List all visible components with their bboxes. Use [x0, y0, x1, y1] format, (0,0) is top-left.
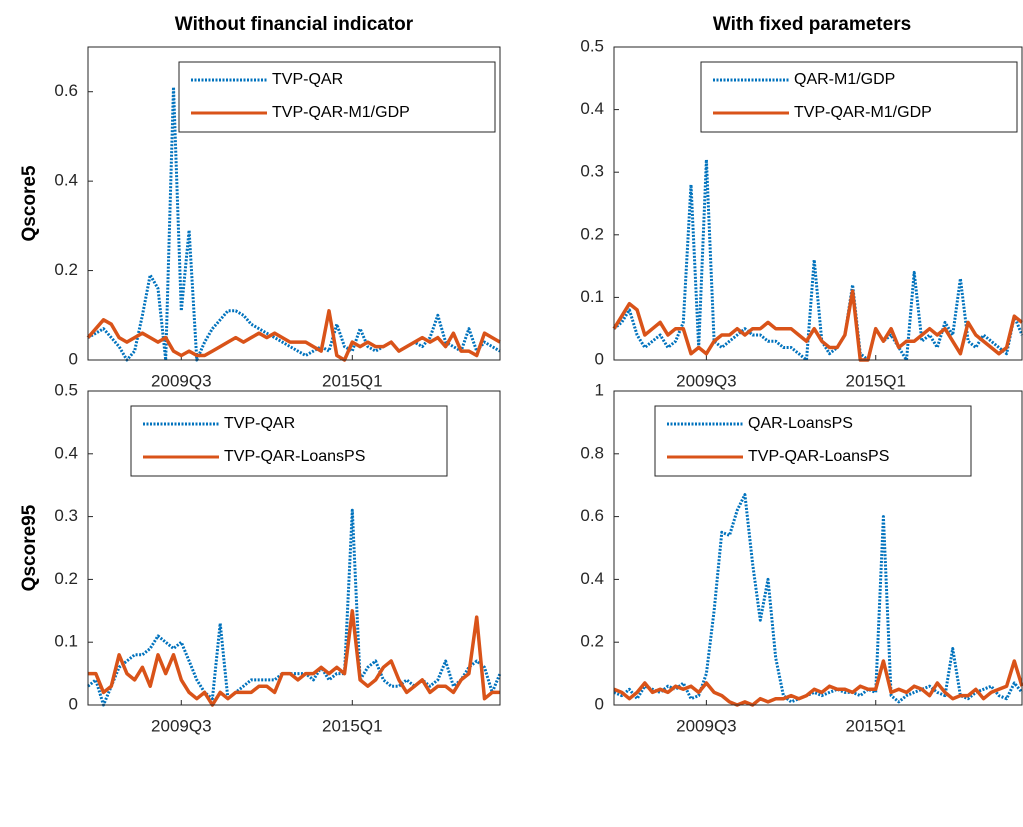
axes-box: [87, 46, 501, 361]
legend-label: QAR-M1/GDP: [794, 71, 895, 88]
x-tick-label: 2009Q3: [151, 371, 212, 390]
legend-label: TVP-QAR-LoansPS: [748, 448, 889, 465]
legend-label: TVP-QAR: [272, 71, 343, 88]
y-tick-label: 0: [595, 349, 604, 368]
data-line: [612, 289, 1023, 362]
y-tick-label: 0: [69, 349, 78, 368]
legend: QAR-M1/GDP TVP-QAR-M1/GDP: [700, 61, 1018, 133]
y-tick-label: 0.3: [580, 162, 604, 181]
legend: TVP-QAR TVP-QAR-M1/GDP: [178, 61, 496, 133]
y-tick-label: 0.8: [580, 443, 604, 462]
y-tick-label: 0.6: [580, 506, 604, 525]
x-tick-label: 2009Q3: [151, 716, 212, 735]
y-axis-label: Qscore95: [19, 504, 40, 591]
x-tick-label: 2015Q1: [845, 716, 906, 735]
y-tick-label: 0.2: [580, 632, 604, 651]
y-tick-label: 0.4: [54, 171, 78, 190]
legend-label: TVP-QAR-M1/GDP: [272, 104, 410, 121]
legend-label: TVP-QAR-LoansPS: [224, 448, 365, 465]
subplot: Qscore95 0 0.1 0.2 0.3 0.4 0.5 2009Q3 2015Q1 TVP-…: [19, 380, 502, 735]
data-line: [613, 493, 1023, 704]
y-tick-label: 0.5: [580, 36, 604, 55]
data-line: [87, 508, 502, 707]
y-tick-label: 0.6: [54, 81, 78, 100]
subplot: With fixed parameters 0 0.1 0.2 0.3 0.4 0.5 200…: [580, 14, 1023, 390]
legend-box: [178, 61, 496, 133]
data-line: [88, 609, 500, 707]
x-tick-label: 2009Q3: [676, 371, 737, 390]
chart-title: Without financial indicator: [175, 14, 414, 35]
y-tick-label: 0.5: [54, 380, 78, 399]
y-tick-label: 0.4: [54, 443, 78, 462]
y-tick-label: 0.4: [580, 569, 604, 588]
x-tick-label: 2015Q1: [845, 371, 906, 390]
x-tick-label: 2009Q3: [676, 716, 737, 735]
y-tick-label: 0: [595, 694, 604, 713]
axes-box: [613, 390, 1023, 706]
y-tick-label: 0.1: [54, 632, 78, 651]
data-line: [86, 309, 501, 362]
legend-box: [654, 405, 972, 477]
y-tick-label: 0.1: [580, 287, 604, 306]
x-tick-label: 2015Q1: [322, 371, 383, 390]
y-tick-label: 0.2: [54, 260, 78, 279]
y-axis-label: Qscore5: [19, 165, 40, 241]
subplot: Without financial indicator Qscore5 0 0.2 0.…: [19, 14, 501, 390]
axes-box: [613, 46, 1023, 361]
subplot: 0 0.2 0.4 0.6 0.8 1 2009Q3 2015Q1 QAR-LoansPS TVP…: [580, 380, 1023, 735]
legend-box: [700, 61, 1018, 133]
data-line: [613, 158, 1023, 362]
data-line: [613, 659, 1023, 707]
y-tick-label: 0.2: [580, 224, 604, 243]
legend: QAR-LoansPS TVP-QAR-LoansPS: [654, 405, 972, 477]
y-tick-label: 0.4: [580, 99, 604, 118]
data-line: [87, 85, 501, 362]
legend: TVP-QAR TVP-QAR-LoansPS: [130, 405, 448, 477]
chart-title: With fixed parameters: [713, 14, 911, 35]
x-tick-label: 2015Q1: [322, 716, 383, 735]
y-tick-label: 1: [595, 380, 604, 399]
y-tick-label: 0.2: [54, 569, 78, 588]
legend-label: TVP-QAR: [224, 415, 295, 432]
y-tick-label: 0: [69, 694, 78, 713]
y-tick-label: 0.3: [54, 506, 78, 525]
axes-box: [87, 390, 501, 706]
legend-label: TVP-QAR-M1/GDP: [794, 104, 932, 121]
legend-box: [130, 405, 448, 477]
legend-label: QAR-LoansPS: [748, 415, 853, 432]
